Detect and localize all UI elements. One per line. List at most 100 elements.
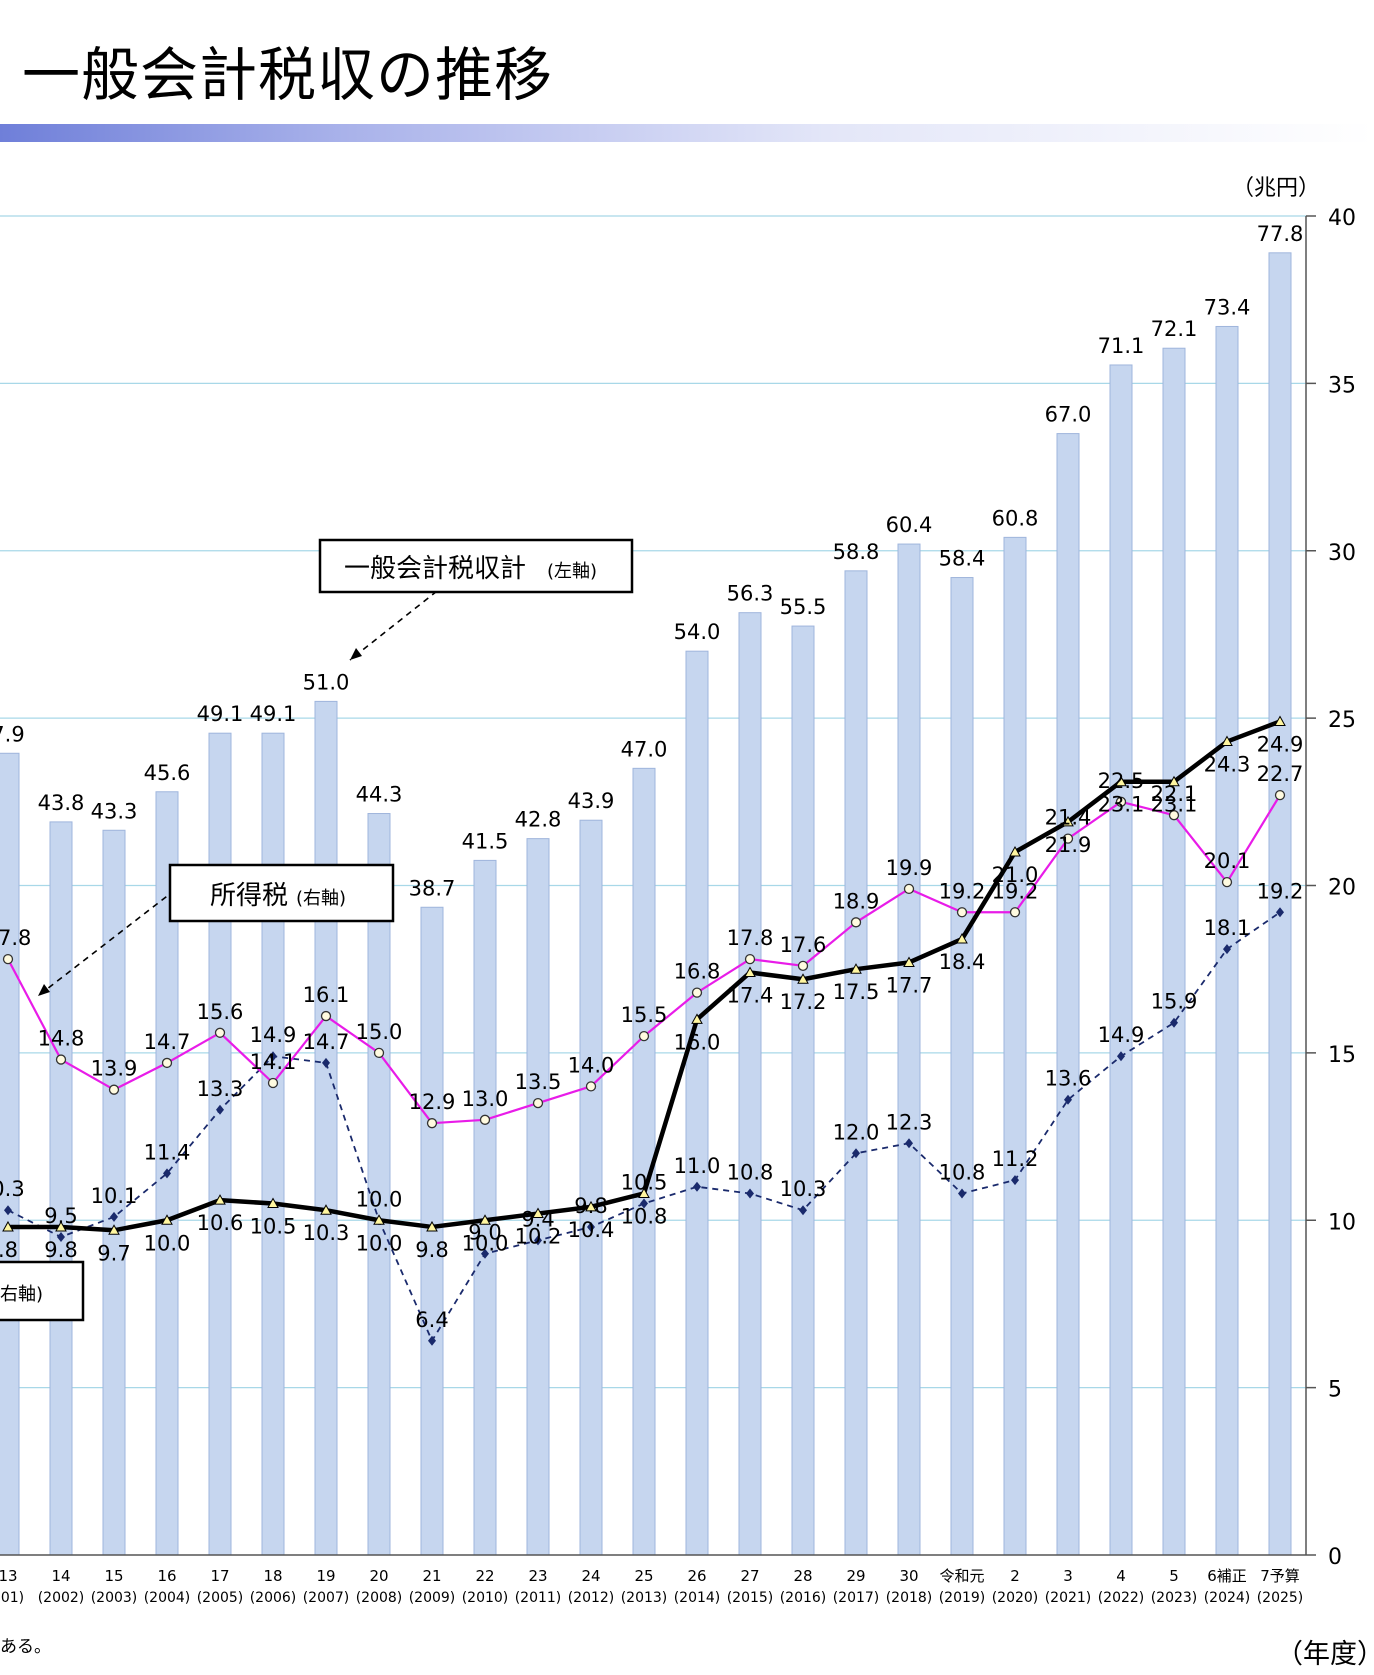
consumption-tax-marker [956, 933, 968, 944]
x-category-label: 24 [581, 1567, 600, 1585]
corporate-tax-label: 10.8 [939, 1160, 986, 1184]
consumption-tax-label: 10.8 [621, 1204, 668, 1228]
corporate-tax-marker [693, 1181, 701, 1192]
x-year-label: (2012) [568, 1590, 615, 1606]
corporate-tax-label: 9.0 [468, 1221, 501, 1245]
bar [791, 625, 815, 1556]
income-tax-label: 22.1 [1151, 782, 1198, 806]
x-category-label: 18 [263, 1567, 282, 1585]
x-category-label: 26 [687, 1567, 706, 1585]
corporate-tax-label: 6.4 [415, 1308, 448, 1332]
axis-tick-label: 25 [1328, 708, 1356, 733]
axis-tick-label: 35 [1328, 373, 1356, 398]
bar [950, 577, 974, 1556]
corporate-tax-label: 0.3 [0, 1177, 25, 1201]
axis-tick-label: 15 [1328, 1043, 1356, 1068]
x-category-label: 3 [1063, 1567, 1073, 1585]
corporate-tax-marker [640, 1198, 648, 1209]
corporate-tax-marker [322, 1057, 330, 1068]
bar-value-label: 38.7 [409, 876, 456, 900]
corporate-tax-label: 14.7 [303, 1030, 350, 1054]
bar-value-label: 51.0 [303, 670, 350, 694]
callout-total-axis: (左軸) [547, 561, 597, 582]
corporate-tax-marker [746, 1188, 754, 1199]
corporate-tax-label: 14.9 [1098, 1023, 1145, 1047]
consumption-tax-label: 9.8 [415, 1238, 448, 1262]
bar-value-label: 58.4 [939, 547, 986, 571]
corporate-tax-label: 19.2 [1257, 879, 1304, 903]
consumption-tax-marker [1274, 715, 1286, 726]
income-tax-marker [373, 1047, 385, 1059]
consumption-tax-marker [108, 1224, 120, 1235]
income-tax-marker [426, 1118, 438, 1129]
footnote: ある。 [0, 1637, 51, 1657]
consumption-tax-label: 10.2 [515, 1225, 562, 1249]
x-year-label: (2022) [1098, 1590, 1145, 1606]
callout-partial-axis: 右軸) [0, 1284, 43, 1305]
income-tax-label: 14.7 [144, 1030, 191, 1054]
consumption-tax-label: 9.8 [44, 1238, 77, 1262]
consumption-tax-marker [426, 1220, 438, 1232]
corporate-tax-label: 10.0 [356, 1187, 403, 1211]
x-year-label: (2023) [1151, 1590, 1198, 1606]
x-category-label: 21 [422, 1567, 441, 1585]
x-year-label: (2018) [886, 1590, 933, 1606]
x-year-label: (2024) [1204, 1590, 1251, 1606]
x-category-label: 16 [157, 1567, 176, 1585]
corporate-tax-marker [1064, 1094, 1072, 1105]
page-title: 一般会計税収の推移 [22, 41, 554, 109]
callout-total: 一般会計税収計 (左軸) [318, 538, 634, 594]
income-tax-label: 13.9 [91, 1057, 138, 1081]
consumption-tax-label: 23.1 [1098, 793, 1145, 817]
consumption-tax-marker [903, 956, 915, 967]
consumption-tax-marker [585, 1200, 597, 1212]
x-category-label: 22 [475, 1567, 494, 1585]
x-year-label: (2014) [674, 1590, 721, 1606]
bar [526, 838, 550, 1556]
x-category-label: 13 [0, 1567, 18, 1585]
bar-value-label: 41.5 [462, 829, 509, 853]
income-tax-marker [1221, 877, 1233, 888]
x-category-label: 17 [210, 1567, 229, 1585]
consumption-tax-label: 23.1 [1151, 793, 1198, 817]
consumption-tax-label: 17.2 [780, 990, 827, 1014]
income-tax-marker [1062, 833, 1074, 844]
bar [1109, 364, 1133, 1556]
consumption-tax-label: 17.5 [833, 980, 880, 1004]
bar-value-label: 71.1 [1098, 334, 1145, 358]
consumption-tax-marker [55, 1220, 67, 1232]
consumption-tax-label: 10.0 [356, 1231, 403, 1255]
consumption-tax-label: .8 [0, 1238, 18, 1262]
bar-value-label: 7.9 [0, 722, 25, 746]
corporate-tax-marker [4, 1205, 12, 1216]
corporate-tax-label: 11.2 [992, 1147, 1039, 1171]
income-tax-marker [55, 1054, 67, 1065]
income-tax-marker [797, 960, 809, 971]
bar [685, 650, 709, 1556]
income-tax-marker [1115, 796, 1127, 807]
corporate-tax-marker [852, 1148, 860, 1159]
income-tax-label: 19.2 [939, 879, 986, 903]
corporate-tax-marker [587, 1221, 595, 1232]
x-year-label: (2008) [356, 1590, 403, 1606]
x-year-label: (2004) [144, 1590, 191, 1606]
bar-value-label: 44.3 [356, 783, 403, 807]
income-tax-label: 21.4 [1045, 806, 1092, 830]
bar [897, 543, 921, 1556]
x-year-label: (2015) [727, 1590, 774, 1606]
bar [314, 700, 338, 1556]
x-year-label: (2010) [462, 1590, 509, 1606]
income-tax-label: 16.8 [674, 960, 721, 984]
consumption-tax-marker [1062, 815, 1074, 827]
consumption-tax-label: 10.3 [303, 1221, 350, 1245]
income-tax-label: 15.6 [197, 1000, 244, 1024]
bar-value-label: 54.0 [674, 620, 721, 644]
income-tax-label: 14.8 [38, 1027, 85, 1051]
income-tax-marker [267, 1077, 279, 1089]
x-year-label: (2019) [939, 1590, 986, 1606]
corporate-tax-label: 11.4 [144, 1140, 191, 1164]
bar-value-label: 67.0 [1045, 403, 1092, 427]
corporate-tax-marker [1276, 907, 1284, 918]
x-category-label: 23 [528, 1567, 547, 1585]
bar-value-label: 42.8 [515, 808, 562, 832]
